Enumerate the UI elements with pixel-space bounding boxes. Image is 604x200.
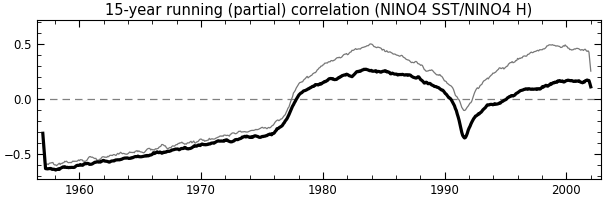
- Title: 15-year running (partial) correlation (NINO4 SST/NINO4 H): 15-year running (partial) correlation (N…: [105, 3, 532, 18]
